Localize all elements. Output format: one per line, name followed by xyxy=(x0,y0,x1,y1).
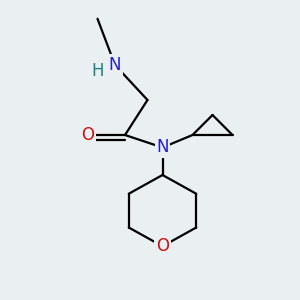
Text: N: N xyxy=(156,139,169,157)
Text: O: O xyxy=(156,237,169,255)
Text: H: H xyxy=(91,62,104,80)
Text: N: N xyxy=(109,56,121,74)
Text: O: O xyxy=(81,126,94,144)
